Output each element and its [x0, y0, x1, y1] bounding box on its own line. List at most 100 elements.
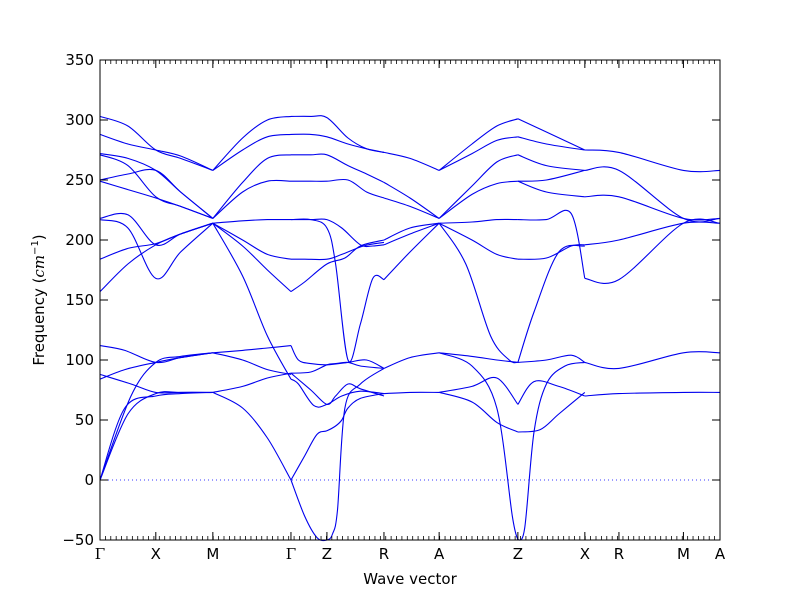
phonon-branch-43 — [383, 352, 440, 369]
x-tick-label: X — [151, 545, 161, 563]
phonon-branch-5 — [99, 345, 213, 364]
phonon-branch-60 — [438, 118, 519, 171]
phonon-branch-0 — [99, 391, 213, 481]
x-tick-label: X — [580, 545, 590, 563]
phonon-branch-11 — [99, 168, 214, 219]
phonon-branch-56 — [439, 218, 518, 224]
x-tick-label: A — [715, 545, 726, 563]
y-tick-label: 150 — [65, 291, 94, 309]
series-group — [99, 115, 721, 542]
y-tick-label: 300 — [65, 111, 94, 129]
y-axis-label-exponent: −1 — [30, 240, 41, 255]
y-axis-label-text: Frequency ( — [30, 278, 48, 366]
phonon-branch-27 — [212, 115, 292, 171]
phonon-branch-55 — [438, 222, 519, 260]
phonon-branch-29 — [290, 367, 385, 542]
phonon-branch-25 — [212, 154, 292, 219]
phonon-branch-54 — [438, 222, 519, 364]
phonon-branch-66 — [517, 244, 585, 260]
phonon-branch-68 — [517, 169, 585, 182]
y-axis-label: Frequency (cm−1) — [30, 234, 48, 365]
phonon-branch-59 — [438, 136, 518, 171]
y-tick-label: 250 — [65, 171, 94, 189]
phonon-branch-71 — [517, 118, 586, 151]
phonon-branch-78 — [584, 166, 721, 223]
phonon-branch-26 — [212, 133, 292, 171]
phonon-branch-23 — [212, 218, 292, 224]
x-tick-label: A — [434, 545, 445, 563]
x-tick-label: Γ — [286, 545, 296, 563]
phonon-branch-61 — [517, 391, 586, 433]
phonon-branch-15 — [99, 115, 213, 171]
phonon-branch-14 — [99, 133, 214, 171]
phonon-branch-76 — [584, 221, 721, 246]
phonon-branch-69 — [517, 154, 585, 171]
y-tick-label: 200 — [65, 231, 94, 249]
phonon-branch-50 — [438, 391, 519, 433]
x-tick-label: Z — [322, 545, 332, 563]
x-tick-label: R — [379, 545, 389, 563]
phonon-branch-48 — [383, 181, 440, 219]
y-axis-label-unit: cm — [30, 255, 48, 278]
phonon-branch-47 — [383, 197, 440, 219]
x-tick-label: M — [677, 545, 690, 563]
y-tick-label: 100 — [65, 351, 94, 369]
phonon-branch-8 — [99, 219, 214, 280]
y-axis-label-close: ) — [30, 234, 48, 240]
x-axis-minor-ticks — [99, 60, 721, 540]
phonon-branch-44 — [383, 222, 440, 280]
phonon-branch-58 — [438, 154, 519, 219]
phonon-branch-30 — [290, 372, 385, 406]
plot-frame — [99, 59, 721, 541]
phonon-branch-9 — [99, 212, 213, 246]
phonon-branch-77 — [584, 194, 721, 221]
phonon-branch-41 — [290, 115, 385, 153]
x-tick-label: R — [614, 545, 624, 563]
phonon-branch-19 — [212, 352, 292, 375]
y-tick-label: 0 — [84, 471, 94, 489]
phonon-branch-39 — [290, 153, 385, 183]
phonon-branch-1 — [99, 391, 213, 481]
phonon-branch-3 — [99, 352, 213, 380]
phonon-branch-10 — [99, 180, 213, 219]
x-tick-label: Z — [513, 545, 523, 563]
phonon-branch-35 — [291, 241, 385, 261]
phonon-branch-49 — [383, 151, 440, 171]
phonon-branch-64 — [517, 354, 586, 363]
phonon-branch-12 — [99, 154, 213, 219]
phonon-branch-21 — [212, 222, 292, 293]
y-tick-label: −50 — [62, 531, 94, 549]
phonon-branch-57 — [438, 180, 518, 219]
phonon-branch-74 — [584, 351, 721, 370]
phonon-branch-45 — [383, 222, 440, 246]
y-axis-ticks: −50 0 50 100 150 200 250 300 350 — [62, 51, 720, 549]
phonon-branch-38 — [291, 178, 385, 199]
phonon-branch-16 — [212, 391, 292, 481]
phonon-branch-46 — [383, 222, 440, 241]
phonon-branch-17 — [212, 372, 292, 393]
phonon-branch-32 — [290, 345, 385, 369]
phonon-branch-13 — [99, 153, 214, 219]
phonon-branch-79 — [584, 149, 721, 173]
x-tick-label: Γ — [95, 545, 105, 563]
phonon-branch-18 — [212, 345, 292, 354]
y-tick-label: 350 — [65, 51, 94, 69]
phonon-branch-52 — [439, 376, 519, 405]
phonon-branch-22 — [212, 222, 292, 260]
phonon-branch-34 — [290, 239, 385, 293]
phonon-branch-4 — [99, 373, 213, 394]
phonon-branch-6 — [99, 222, 213, 292]
phonon-branch-20 — [212, 222, 292, 380]
phonon-branch-24 — [212, 179, 292, 219]
phonon-branch-33 — [290, 378, 385, 408]
phonon-branch-53 — [439, 352, 518, 363]
phonon-branch-28 — [290, 393, 385, 481]
phonon-branch-51 — [438, 352, 519, 541]
y-tick-label: 50 — [75, 411, 94, 429]
phonon-branch-62 — [517, 361, 585, 541]
phonon-branch-65 — [517, 244, 585, 363]
phonon-branch-37 — [291, 218, 385, 248]
phonon-branch-72 — [517, 180, 585, 198]
